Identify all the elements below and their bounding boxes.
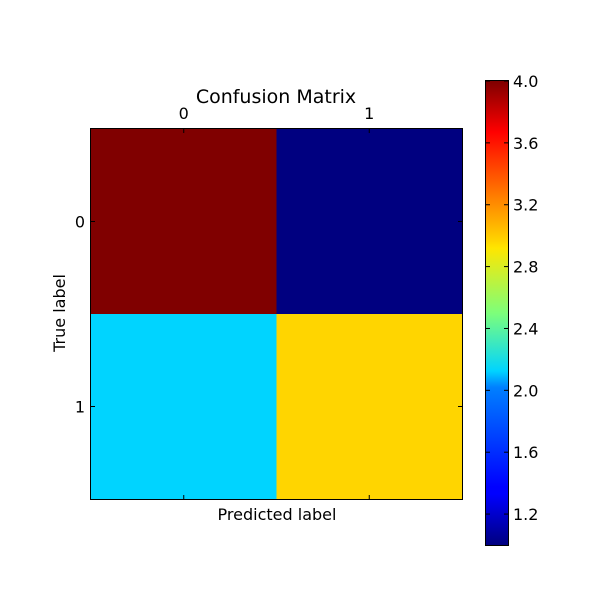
y-axis-label: True label [50, 274, 69, 353]
x-axis-label: Predicted label [218, 505, 337, 524]
colorbar-tick-label: 1.6 [513, 443, 538, 462]
x-tick-label: 1 [364, 104, 374, 123]
colorbar-tick-label: 1.2 [513, 505, 538, 524]
heatmap-cell-1-1 [276, 314, 463, 500]
colorbar-tick-label: 3.6 [513, 134, 538, 153]
colorbar-tick-label: 4.0 [513, 72, 538, 91]
colorbar-tick-label: 3.2 [513, 196, 538, 215]
x-tick-label: 0 [179, 104, 189, 123]
chart-title: Confusion Matrix [196, 86, 356, 108]
colorbar-tick-label: 2.4 [513, 319, 538, 338]
heatmap-cell-0-1 [276, 129, 463, 315]
heatmap-cell-0-0 [91, 129, 277, 315]
colorbar-tick-label: 2.8 [513, 258, 538, 277]
colorbar [486, 81, 508, 545]
colorbar-frame [485, 80, 509, 546]
heatmap-cells [91, 129, 463, 500]
y-tick-label: 0 [75, 213, 85, 232]
colorbar-ticks: 1.2 1.6 2.0 2.4 2.8 3.2 3.6 4.0 [486, 72, 538, 524]
plot-frame [90, 128, 463, 500]
colorbar-tick-label: 2.0 [513, 381, 538, 400]
y-tick-label: 1 [75, 398, 85, 417]
y-axis-ticks: 01 [75, 213, 462, 417]
heatmap-cell-1-0 [91, 314, 277, 500]
